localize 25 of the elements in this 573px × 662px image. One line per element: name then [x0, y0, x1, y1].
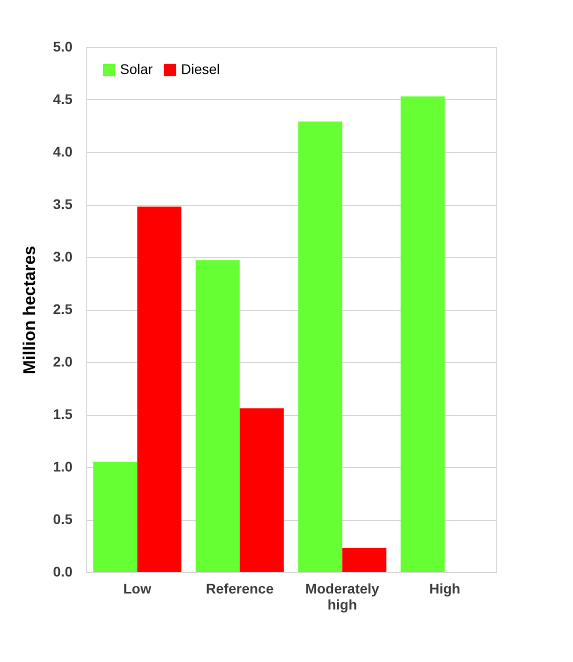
- y-tick-label: 2.5: [53, 301, 73, 317]
- bar: [400, 96, 445, 572]
- y-tick-label: 3.5: [53, 196, 73, 212]
- bar: [137, 206, 182, 572]
- y-axis-title: Million hectares: [20, 246, 40, 374]
- legend-label: Solar: [120, 61, 154, 77]
- y-tick-label: 2.0: [53, 354, 73, 370]
- x-tick-label: Reference: [206, 580, 274, 596]
- bar: [240, 408, 284, 572]
- y-tick-label: 4.5: [53, 91, 73, 107]
- y-tick-label: 3.0: [53, 248, 73, 264]
- bar: [93, 462, 138, 572]
- y-tick-label: 0.0: [53, 564, 73, 580]
- y-tick-label: 5.0: [53, 38, 73, 54]
- x-tick-label: High: [429, 580, 460, 596]
- y-tick-label: 4.0: [53, 144, 73, 160]
- x-tick-label: Low: [123, 580, 152, 596]
- legend-label: Diesel: [181, 61, 220, 77]
- bar: [342, 548, 386, 572]
- y-tick-label: 1.5: [53, 406, 73, 422]
- bar: [196, 260, 240, 572]
- y-tick-label: 0.5: [53, 511, 73, 527]
- bar: [298, 122, 342, 572]
- x-tick-label: Moderately high: [305, 580, 380, 612]
- y-tick-label: 1.0: [53, 458, 73, 474]
